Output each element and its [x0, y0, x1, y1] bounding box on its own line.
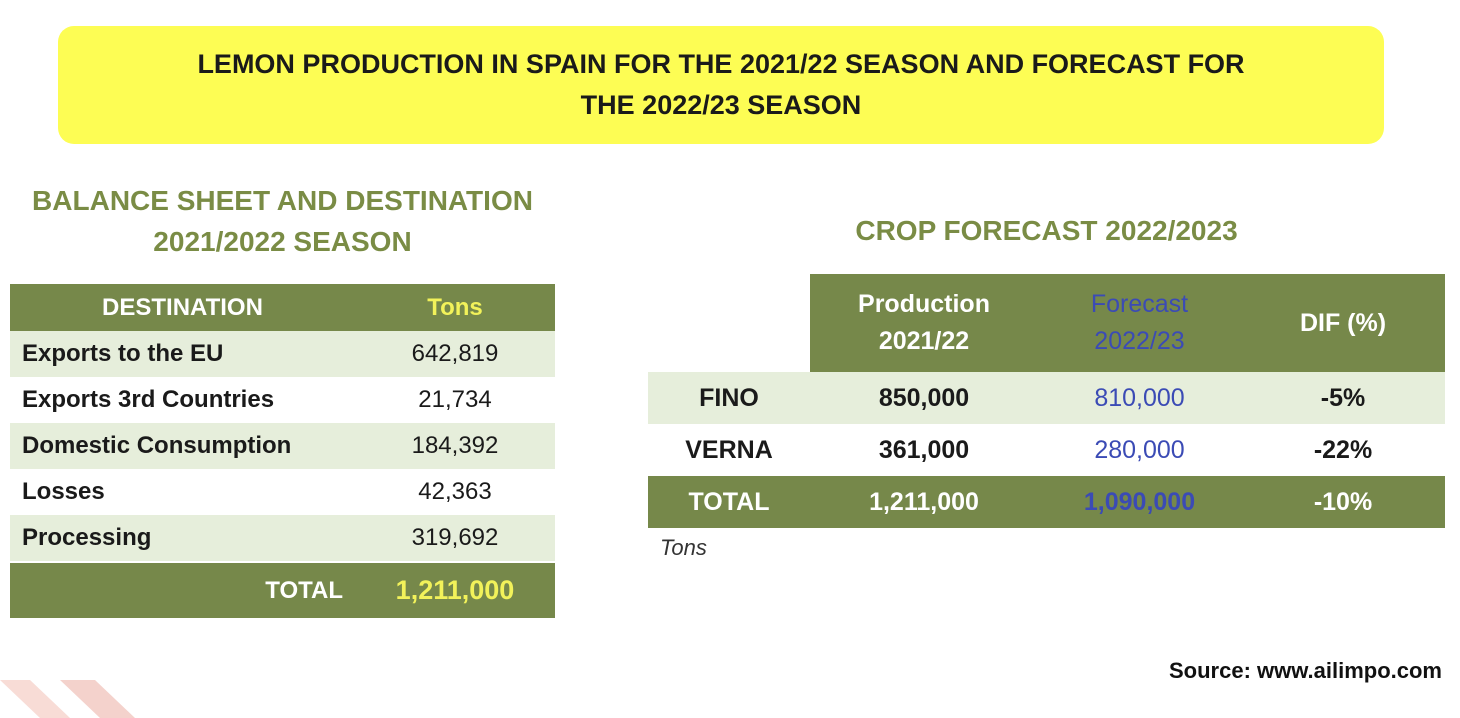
row-label: Exports to the EU	[22, 340, 224, 367]
table-header-row: Production 2021/22 Forecast 2022/23 DIF …	[648, 274, 1445, 372]
total-value: 1,211,000	[395, 575, 515, 605]
total-label: TOTAL	[265, 576, 343, 604]
header-production-line1: Production	[858, 290, 990, 318]
dif-value: -22%	[1313, 435, 1373, 464]
forecast-value: 280,000	[1094, 435, 1185, 464]
header-destination: DESTINATION	[102, 293, 263, 321]
total-dif: -10%	[1313, 487, 1373, 516]
row-value: 642,819	[411, 340, 499, 367]
decorative-chevron-icon	[0, 680, 135, 718]
total-production: 1,211,000	[869, 487, 979, 516]
table-header-row: DESTINATION Tons	[10, 284, 555, 331]
variety-label: VERNA	[685, 435, 773, 464]
header-forecast-line2: 2022/23	[1094, 327, 1185, 355]
row-label: Exports 3rd Countries	[22, 386, 275, 413]
table-row: Processing 319,692	[10, 515, 555, 561]
table-row: VERNA 361,000 280,000 -22%	[648, 424, 1445, 476]
unit-note: Tons	[660, 535, 707, 560]
row-value: 184,392	[411, 432, 499, 459]
row-label: Domestic Consumption	[22, 432, 292, 459]
crop-forecast-title: CROP FORECAST 2022/2023	[855, 215, 1238, 246]
header-dif: DIF (%)	[1241, 274, 1445, 372]
production-value: 850,000	[878, 383, 970, 412]
row-label: Processing	[22, 524, 152, 551]
header-forecast: Forecast 2022/23	[1038, 274, 1241, 372]
production-value: 361,000	[878, 435, 970, 464]
header-production-line2: 2021/22	[878, 327, 970, 355]
table-row: Exports 3rd Countries 21,734	[10, 377, 555, 423]
table-total-row: TOTAL 1,211,000	[10, 563, 555, 618]
header-forecast-line1: Forecast	[1090, 290, 1189, 318]
row-value: 21,734	[418, 386, 492, 413]
dif-value: -5%	[1320, 383, 1366, 412]
source-credit: Source: www.ailimpo.com	[1168, 658, 1442, 683]
total-label: TOTAL	[688, 487, 770, 516]
row-label: Losses	[22, 478, 105, 505]
table-row: Domestic Consumption 184,392	[10, 423, 555, 469]
variety-label: FINO	[699, 383, 759, 412]
row-value: 319,692	[411, 524, 499, 551]
balance-sheet-table: DESTINATION Tons Exports to the EU 642,8…	[10, 284, 555, 618]
table-row: FINO 850,000 810,000 -5%	[648, 372, 1445, 424]
total-forecast: 1,090,000	[1083, 487, 1196, 516]
header-tons: Tons	[427, 293, 483, 321]
header-production: Production 2021/22	[810, 274, 1038, 372]
title-banner: LEMON PRODUCTION IN SPAIN FOR THE 2021/2…	[58, 26, 1384, 144]
forecast-value: 810,000	[1094, 383, 1185, 412]
balance-sheet-title: BALANCE SHEET AND DESTINATION 2021/2022 …	[32, 185, 533, 257]
crop-forecast-table: Production 2021/22 Forecast 2022/23 DIF …	[648, 274, 1445, 528]
table-row: Exports to the EU 642,819	[10, 331, 555, 377]
page-title: LEMON PRODUCTION IN SPAIN FOR THE 2021/2…	[197, 49, 1245, 120]
table-row: Losses 42,363	[10, 469, 555, 515]
row-value: 42,363	[418, 478, 492, 505]
table-total-row: TOTAL 1,211,000 1,090,000 -10%	[648, 476, 1445, 528]
header-empty-cell	[648, 274, 810, 372]
